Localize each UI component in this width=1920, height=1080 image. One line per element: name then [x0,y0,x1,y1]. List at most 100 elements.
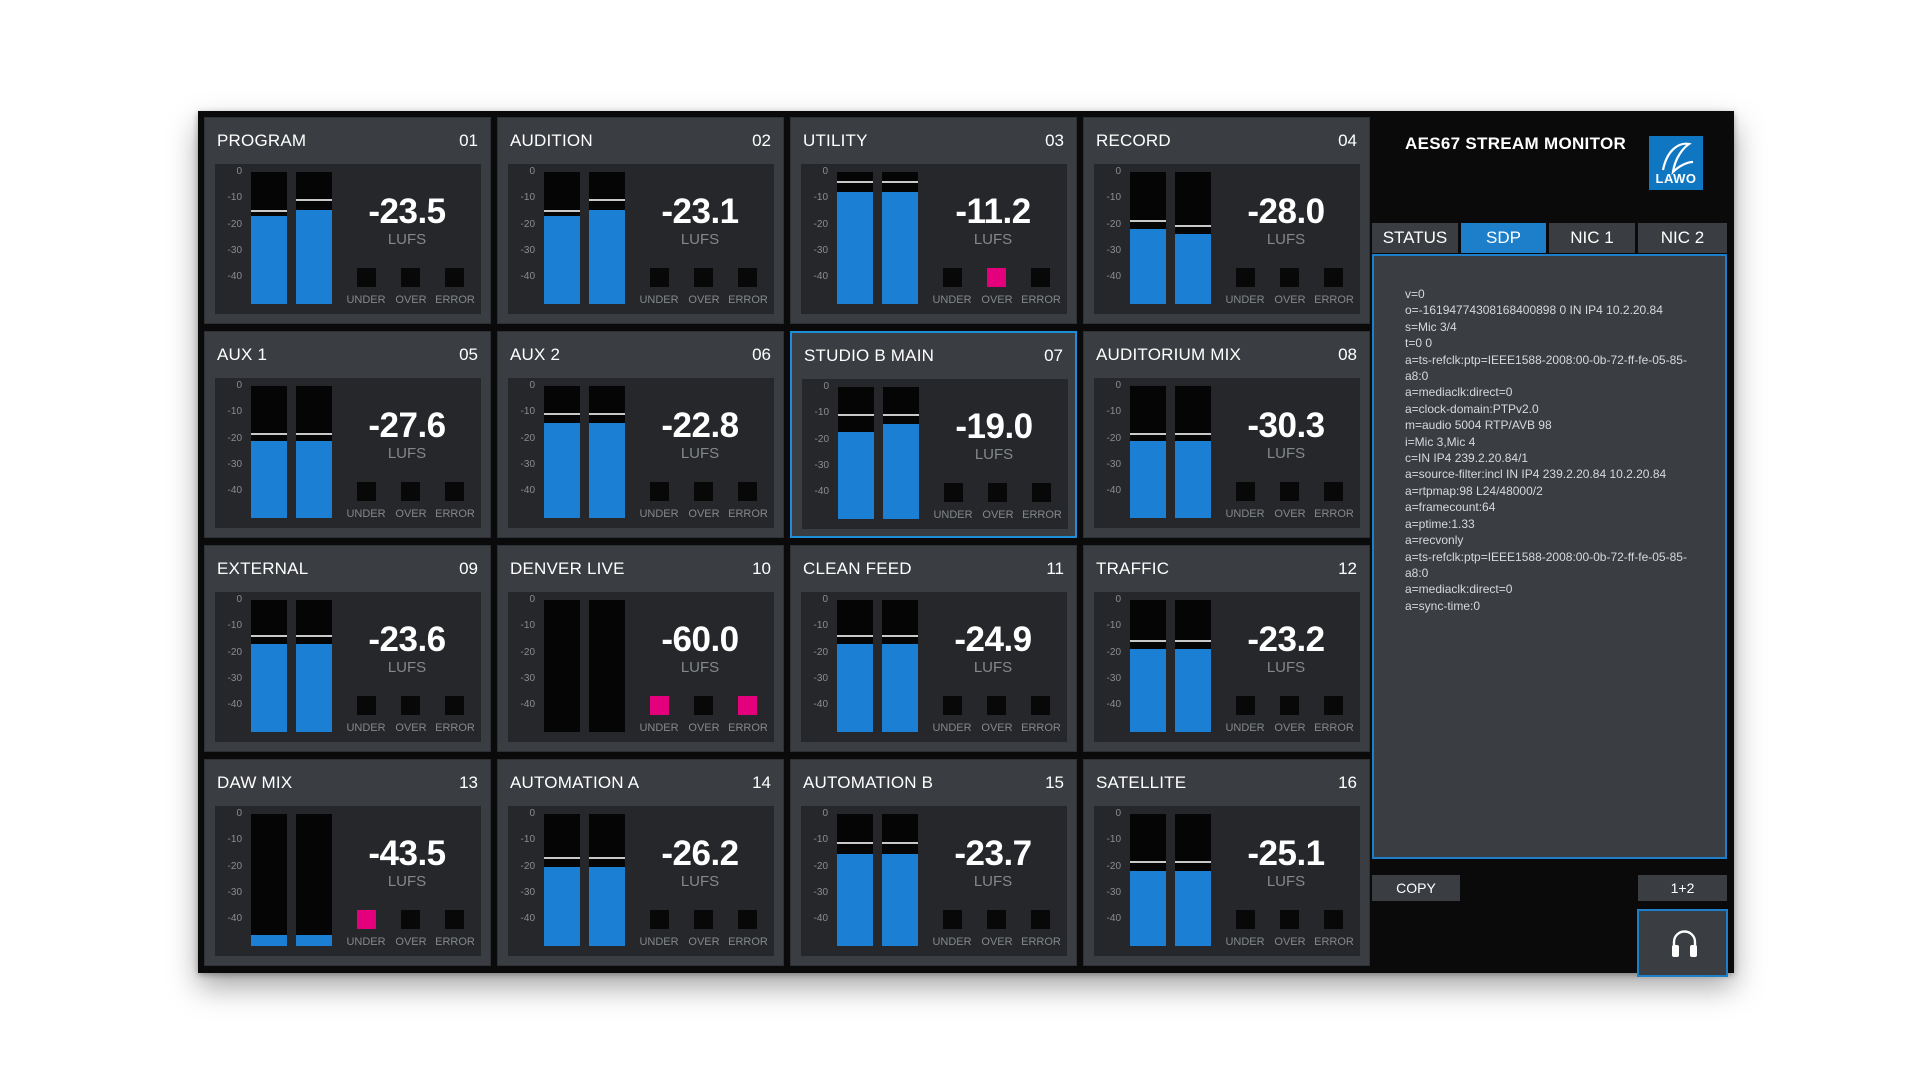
scale-label: 0 [529,594,535,605]
error-indicator [1324,910,1343,929]
copy-button[interactable]: COPY [1372,875,1460,901]
stream-tile[interactable]: SATELLITE 16 0 -10 -20 -30 -40 -25.1 LUFS UNDER OV… [1083,759,1370,966]
scale-label: -40 [813,271,828,283]
meter-scale: 0 -10 -20 -30 -40 [215,806,251,956]
loudness-value: -23.1 [661,192,739,231]
scale-label: 0 [823,381,829,392]
over-label: OVER [1274,936,1306,948]
stream-tile[interactable]: AUTOMATION A 14 0 -10 -20 -30 -40 -26.2 LUFS UNDE… [497,759,784,966]
scale-label: 0 [1115,594,1121,605]
side-panel: AES67 STREAM MONITOR LAWO STATUS SDP NIC… [1367,111,1734,977]
scale-label: -10 [227,834,242,846]
loudness-unit: LUFS [1266,231,1306,248]
tab-nic-2[interactable]: NIC 2 [1638,223,1727,253]
stream-tile[interactable]: DENVER LIVE 10 0 -10 -20 -30 -40 -60.0 LUFS UNDER… [497,545,784,752]
stream-tile[interactable]: UTILITY 03 0 -10 -20 -30 -40 -11.2 LUFS UNDER OVER… [790,117,1077,324]
scale-label: -40 [814,486,829,498]
sdp-line: a=mediaclk:direct=0 [1405,385,1513,400]
level-meter-left [1130,814,1166,946]
meter-fill [882,644,918,732]
level-meter-right [589,814,625,946]
tab-nic-1[interactable]: NIC 1 [1549,223,1635,253]
scale-label: 0 [236,594,242,605]
over-label: OVER [981,936,1013,948]
stream-tile[interactable]: AUDITORIUM MIX 08 0 -10 -20 -30 -40 -30.3 LUFS UN… [1083,331,1370,538]
loudness-value: -43.5 [368,834,446,873]
meter-panel: 0 -10 -20 -30 -40 -23.5 LUFS UNDER OVER ERROR [215,164,481,314]
under-label: UNDER [346,508,386,520]
level-meter-left [837,814,873,946]
stream-tile[interactable]: CLEAN FEED 11 0 -10 -20 -30 -40 -24.9 LUFS UNDER O… [790,545,1077,752]
meter-panel: 0 -10 -20 -30 -40 -22.8 LUFS UNDER OVER ERROR [508,378,774,528]
over-indicator [401,696,420,715]
tab-sdp[interactable]: SDP [1461,223,1546,253]
stream-tile[interactable]: TRAFFIC 12 0 -10 -20 -30 -40 -23.2 LUFS UNDER OVER… [1083,545,1370,752]
tab-status[interactable]: STATUS [1372,223,1458,253]
meter-fill [882,854,918,946]
error-indicator [445,268,464,287]
scale-label: -10 [1106,192,1121,204]
scale-label: -10 [227,192,242,204]
stream-tile[interactable]: STUDIO B MAIN 07 0 -10 -20 -30 -40 -19.0 LUFS UND… [790,331,1077,538]
sdp-line: a8:0 [1405,369,1429,384]
meter-panel: 0 -10 -20 -30 -40 -26.2 LUFS UNDER OVER ERROR [508,806,774,956]
stream-name: STUDIO B MAIN [804,346,935,365]
under-indicator [1236,910,1255,929]
peak-hold-line [838,414,874,416]
error-label: ERROR [1021,294,1061,306]
level-meter-left [544,172,580,304]
meter-fill [1130,871,1166,946]
error-label: ERROR [728,722,768,734]
scale-label: -30 [227,886,242,898]
stream-tile[interactable]: AUTOMATION B 15 0 -10 -20 -30 -40 -23.7 LUFS UNDE… [790,759,1077,966]
scale-label: -20 [813,646,828,658]
meter-fill [1175,871,1211,946]
sdp-text-panel[interactable]: v=0 o=-16194774308168400898 0 IN IP4 10.2… [1372,254,1727,859]
loudness-value: -24.9 [954,620,1032,659]
scale-label: -30 [1106,458,1121,470]
stream-number: 14 [752,773,771,792]
meter-scale: 0 -10 -20 -30 -40 [802,379,838,529]
stream-tile[interactable]: AUDITION 02 0 -10 -20 -30 -40 -23.1 LUFS UNDER OVE… [497,117,784,324]
stream-number: 04 [1338,131,1357,150]
meter-fill [882,192,918,304]
stream-tile[interactable]: PROGRAM 01 0 -10 -20 -30 -40 -23.5 LUFS UNDER OVER… [204,117,491,324]
peak-hold-line [251,210,287,212]
scale-label: -40 [227,485,242,497]
sdp-line: a8:0 [1405,565,1429,580]
meter-scale: 0 -10 -20 -30 -40 [215,592,251,742]
stream-name: AUX 1 [217,345,268,364]
scale-label: 0 [1115,166,1121,177]
scale-label: -20 [1106,432,1121,444]
stream-number: 10 [752,559,771,578]
stream-number: 06 [752,345,771,364]
stream-tile[interactable]: DAW MIX 13 0 -10 -20 -30 -40 -43.5 LUFS UNDER OVER… [204,759,491,966]
level-meter-right [882,600,918,732]
sdp-line: i=Mic 3,Mic 4 [1405,434,1476,449]
scale-label: -20 [227,218,242,230]
error-indicator [1324,696,1343,715]
scale-label: -10 [520,834,535,846]
scale-label: -20 [814,433,829,445]
stream-tile[interactable]: RECORD 04 0 -10 -20 -30 -40 -28.0 LUFS UNDER OVER E… [1083,117,1370,324]
over-label: OVER [982,509,1014,521]
meter-fill [589,867,625,946]
over-indicator [694,268,713,287]
stream-tile[interactable]: EXTERNAL 09 0 -10 -20 -30 -40 -23.6 LUFS UNDER OVE… [204,545,491,752]
channel-select-button[interactable]: 1+2 [1638,875,1727,901]
scale-label: 0 [529,166,535,177]
meter-panel: 0 -10 -20 -30 -40 -23.2 LUFS UNDER OVER ERROR [1094,592,1360,742]
loudness-unit: LUFS [680,659,720,676]
stream-tile[interactable]: AUX 2 06 0 -10 -20 -30 -40 -22.8 LUFS UNDER OVER ER… [497,331,784,538]
stream-tile[interactable]: AUX 1 05 0 -10 -20 -30 -40 -27.6 LUFS UNDER OVER ER… [204,331,491,538]
headphones-button[interactable] [1637,909,1728,977]
under-indicator [650,910,669,929]
peak-hold-line [296,635,332,637]
scale-label: -20 [813,860,828,872]
under-label: UNDER [346,294,386,306]
scale-label: 0 [529,808,535,819]
over-indicator [401,268,420,287]
peak-hold-line [1175,640,1211,642]
scale-label: -30 [813,672,828,684]
under-label: UNDER [639,294,679,306]
